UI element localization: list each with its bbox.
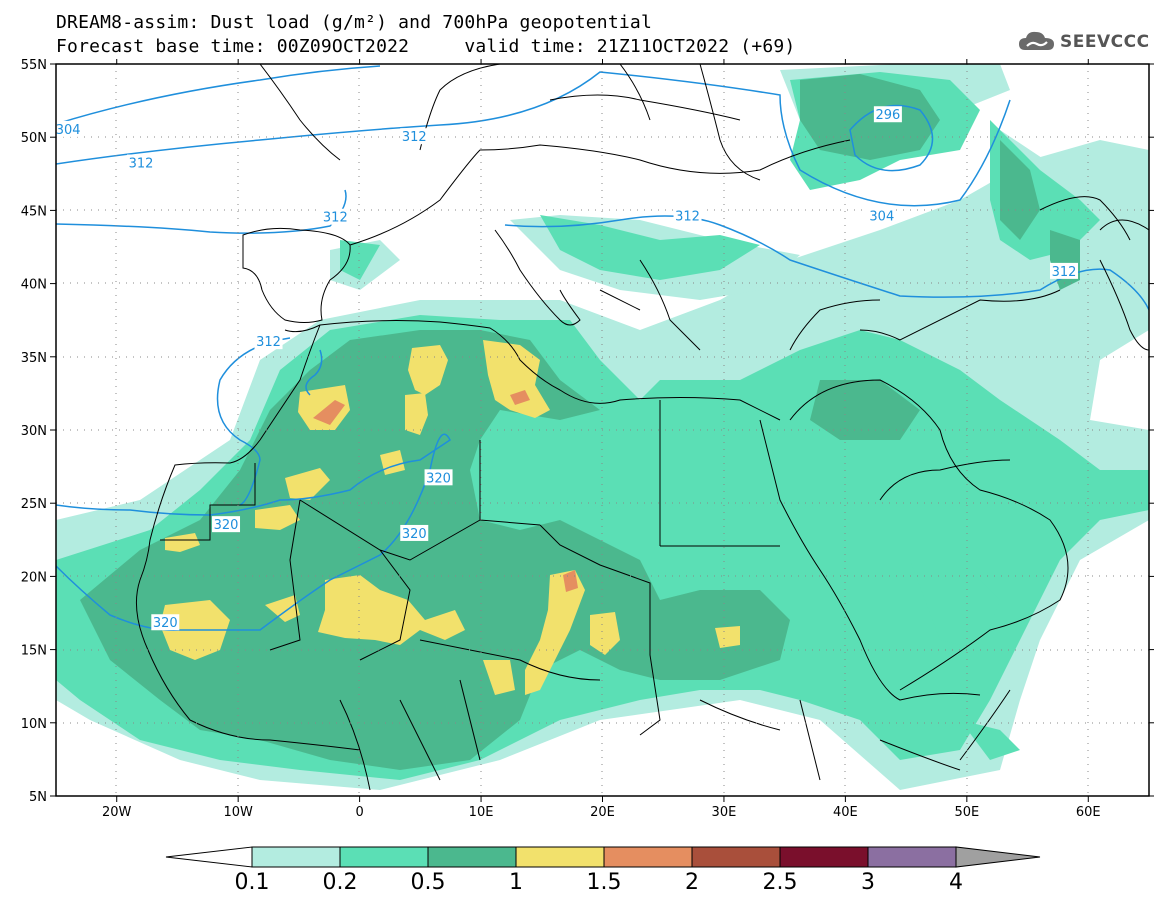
x-tick-label: 0	[355, 805, 363, 820]
y-tick-label: 10N	[21, 717, 47, 732]
colorbar-over-arrow	[955, 846, 1041, 868]
contour-label-box	[254, 333, 283, 350]
country-borders	[135, 64, 1149, 791]
x-tick-label: 10W	[223, 805, 253, 820]
dust-band-0-5	[80, 74, 1080, 770]
contour-label-box	[673, 207, 702, 224]
colorbar: 0.1 0.2 0.5 1 1.5 2 2.5 3 4	[165, 846, 1041, 895]
contour-label: 304	[869, 209, 894, 224]
colorbar-label: 3	[861, 870, 875, 895]
x-tick-label: 50E	[954, 805, 979, 820]
y-tick-label: 50N	[21, 131, 47, 146]
colorbar-segment	[251, 846, 341, 868]
colorbar-segment	[779, 846, 869, 868]
map-plot-area: 304 312 312 312 296 304 312 312 312 320 320 320 320	[56, 64, 1149, 796]
colorbar-segment	[691, 846, 781, 868]
y-tick-label: 5N	[29, 790, 47, 805]
y-tick-label: 15N	[21, 644, 47, 659]
contour-label: 312	[675, 209, 700, 224]
contour-label-box	[424, 469, 453, 486]
colorbar-label: 2	[685, 870, 699, 895]
contour-label-box	[867, 207, 896, 224]
colorbar-segment	[339, 846, 429, 868]
contour-label-box	[400, 128, 429, 145]
x-tick-label: 40E	[833, 805, 858, 820]
map-title: DREAM8-assim: Dust load (g/m²) and 700hP…	[56, 12, 652, 33]
logo-text: SEEVCCC	[1060, 32, 1150, 52]
colorbar-segment	[867, 846, 957, 868]
colorbar-segment	[427, 846, 517, 868]
x-tick-label: 30E	[712, 805, 737, 820]
contour-label: 312	[256, 335, 281, 350]
x-tick-label: 10E	[469, 805, 494, 820]
contour-label-box	[127, 154, 156, 171]
longitude-axis: 20W 10W 0 10E 20E 30E 40E 50E 60E	[102, 59, 1101, 820]
y-tick-label: 30N	[21, 424, 47, 439]
contour-label: 312	[402, 130, 427, 145]
y-tick-label: 55N	[21, 58, 47, 73]
y-tick-label: 45N	[21, 204, 47, 219]
colorbar-under-arrow	[165, 846, 253, 868]
y-tick-label: 40N	[21, 278, 47, 293]
colorbar-label: 4	[949, 870, 963, 895]
contour-label-box	[151, 614, 180, 631]
colorbar-label: 0.2	[323, 870, 358, 895]
contour-label-box	[321, 208, 350, 225]
x-tick-label: 60E	[1076, 805, 1101, 820]
colorbar-label: 1	[509, 870, 523, 895]
contour-label-box	[56, 120, 83, 137]
contour-label-box	[1049, 262, 1078, 279]
y-tick-label: 25N	[21, 497, 47, 512]
contour-label: 312	[323, 211, 348, 226]
contour-label: 320	[214, 518, 239, 533]
contour-label-box	[212, 516, 241, 533]
colorbar-segment	[515, 846, 605, 868]
colorbar-label: 0.5	[411, 870, 446, 895]
colorbar-segment	[603, 846, 693, 868]
contour-label: 312	[129, 157, 154, 172]
forecast-time-line: Forecast base time: 00Z09OCT2022 valid t…	[56, 36, 796, 57]
contour-label: 304	[56, 123, 81, 138]
colorbar-label: 0.1	[235, 870, 270, 895]
graticule	[56, 64, 1149, 796]
x-tick-label: 20W	[102, 805, 132, 820]
cloud-icon	[1019, 31, 1054, 50]
latitude-axis: 55N 50N 45N 40N 35N 30N 25N 20N 15N 10N 5N	[21, 58, 1154, 805]
contour-label-box	[400, 524, 429, 541]
contour-label: 296	[875, 108, 900, 123]
dust-band-1	[160, 340, 740, 695]
y-tick-label: 20N	[21, 570, 47, 585]
seevccc-logo: SEEVCCC	[1018, 29, 1150, 55]
y-tick-label: 35N	[21, 351, 47, 366]
contour-label: 312	[1052, 265, 1077, 280]
contour-label: 320	[426, 471, 451, 486]
contour-label: 320	[402, 527, 427, 542]
contour-label: 320	[153, 616, 178, 631]
colorbar-label: 2.5	[763, 870, 798, 895]
contour-label-box	[873, 106, 902, 123]
colorbar-label: 1.5	[587, 870, 622, 895]
x-tick-label: 20E	[590, 805, 615, 820]
contour-labels: 304 312 312 312 296 304 312 312 312 320 320 320 320	[56, 106, 1078, 631]
